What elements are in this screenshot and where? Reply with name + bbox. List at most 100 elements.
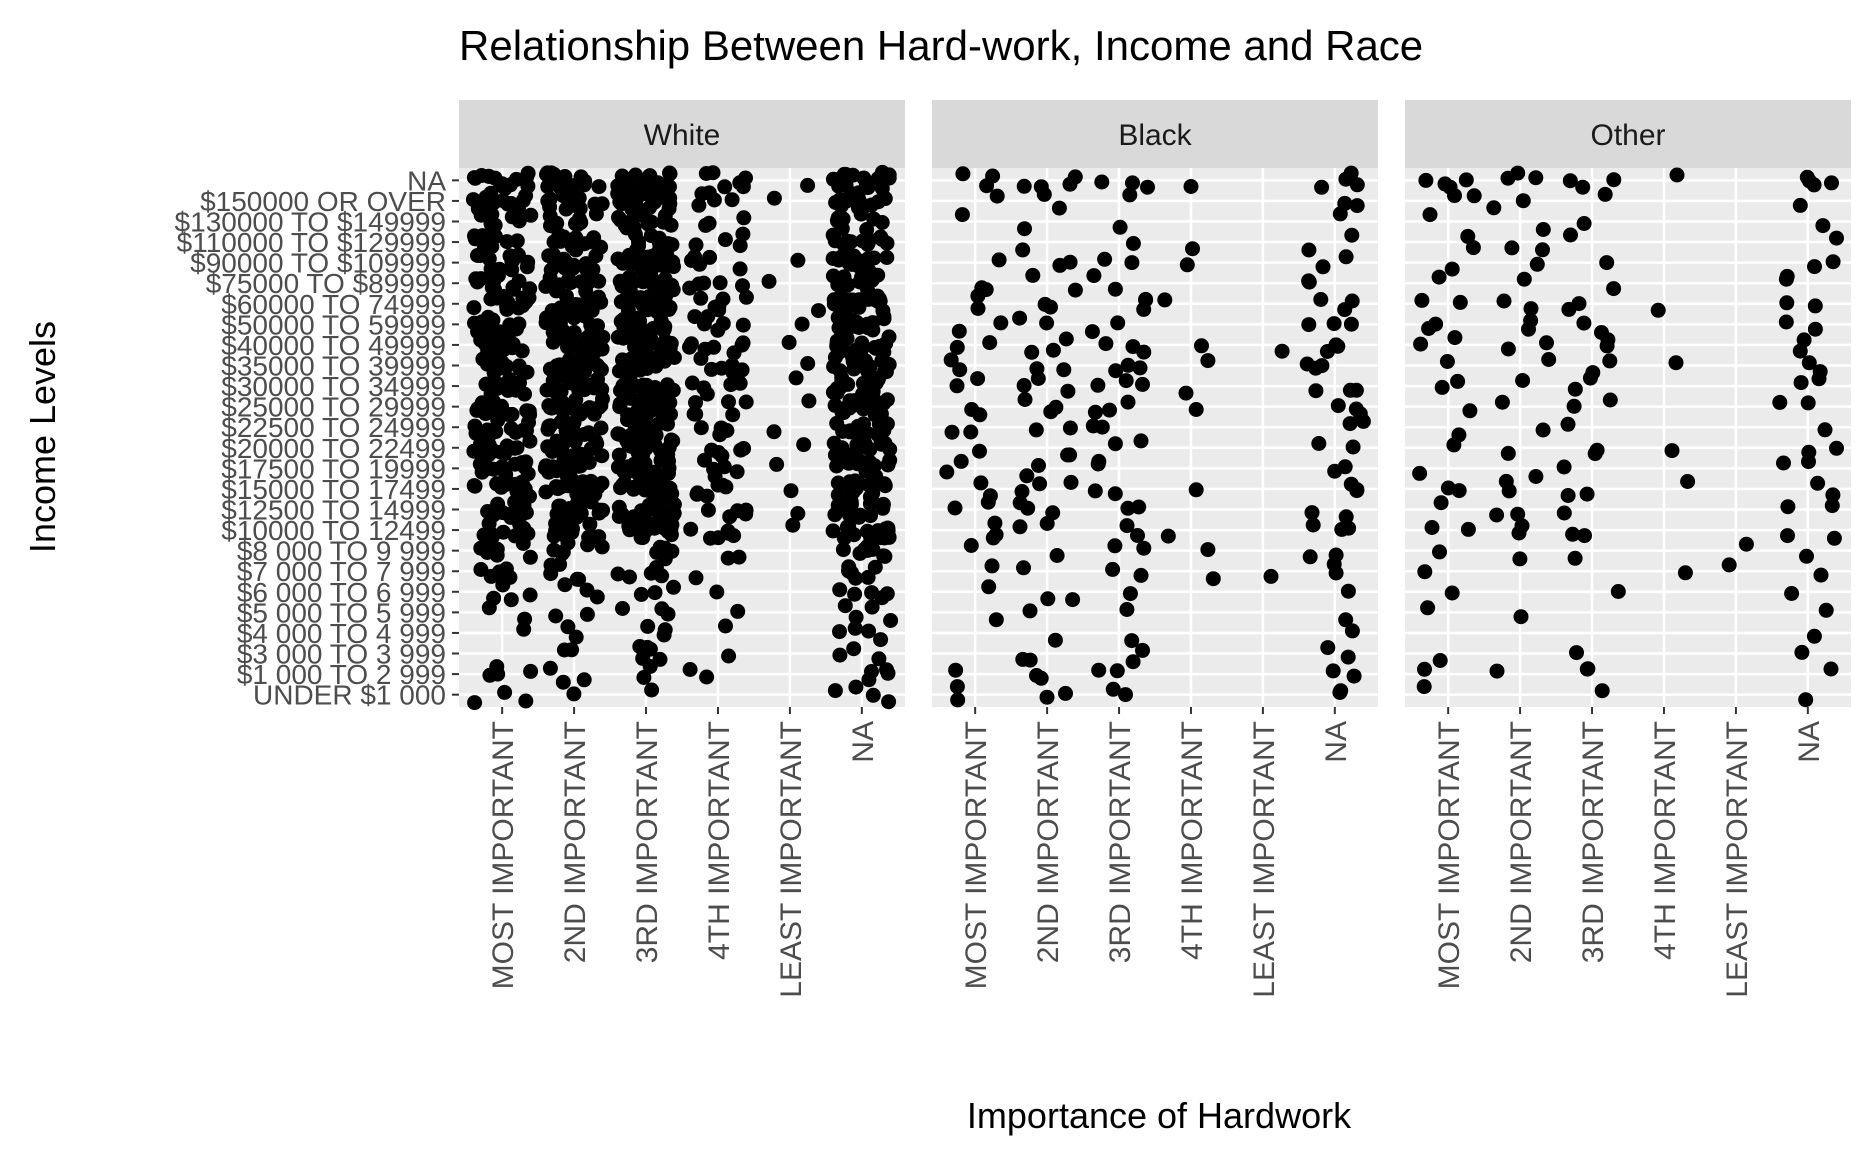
- data-point: [1417, 564, 1433, 580]
- data-point: [723, 377, 739, 393]
- data-point: [1305, 517, 1321, 533]
- data-point: [594, 475, 610, 491]
- data-point: [865, 541, 881, 557]
- data-point: [612, 426, 628, 442]
- data-point: [553, 498, 568, 514]
- data-point: [1677, 565, 1693, 581]
- data-point: [1337, 195, 1353, 211]
- data-point: [1157, 292, 1173, 308]
- data-point: [562, 417, 578, 433]
- data-point: [1563, 227, 1578, 243]
- data-point: [1576, 216, 1592, 231]
- data-point: [785, 517, 801, 533]
- data-point: [633, 261, 649, 277]
- data-point: [1136, 540, 1152, 556]
- data-point: [839, 233, 855, 249]
- data-point: [864, 197, 880, 213]
- data-point: [1314, 179, 1330, 195]
- data-point: [593, 381, 609, 397]
- data-point: [1779, 295, 1795, 311]
- data-point: [622, 522, 638, 538]
- data-point: [963, 424, 979, 440]
- data-point: [1815, 218, 1831, 234]
- data-point: [1062, 254, 1078, 270]
- data-point: [707, 299, 723, 315]
- data-point: [1567, 550, 1583, 566]
- data-point: [1016, 178, 1032, 194]
- data-point: [830, 277, 846, 293]
- data-point: [688, 237, 704, 253]
- data-point: [1135, 376, 1150, 392]
- data-point: [1575, 179, 1591, 195]
- data-point: [1125, 339, 1141, 355]
- data-point: [833, 198, 849, 214]
- data-point: [1091, 662, 1107, 678]
- data-point: [1120, 394, 1136, 410]
- data-point: [724, 192, 740, 208]
- data-point: [949, 378, 965, 394]
- data-point: [993, 315, 1009, 331]
- data-point: [874, 590, 890, 606]
- data-point: [850, 341, 866, 357]
- data-point: [1340, 649, 1356, 665]
- data-point: [1664, 443, 1680, 459]
- data-point: [868, 468, 884, 484]
- data-point: [730, 603, 746, 619]
- data-point: [1801, 444, 1817, 460]
- data-point: [662, 381, 678, 397]
- data-point: [761, 273, 777, 289]
- data-point: [1107, 538, 1123, 554]
- data-point: [1512, 551, 1528, 567]
- data-point: [1515, 373, 1531, 388]
- data-point: [841, 255, 857, 271]
- y-tick-label-90000-to-109999: $90000 TO $109999: [190, 248, 446, 279]
- data-point: [589, 342, 604, 358]
- data-point: [503, 421, 519, 436]
- data-point: [1047, 632, 1063, 648]
- data-point: [1060, 447, 1076, 463]
- data-point: [512, 375, 527, 391]
- data-point: [705, 165, 721, 181]
- data-point: [496, 341, 512, 357]
- data-point: [1486, 200, 1502, 216]
- data-point: [1274, 343, 1290, 359]
- data-point: [735, 179, 751, 195]
- data-point: [568, 216, 583, 232]
- data-point: [581, 425, 597, 441]
- data-point: [841, 519, 857, 534]
- data-point: [694, 186, 710, 202]
- data-point: [554, 439, 570, 455]
- data-point: [985, 168, 1001, 184]
- data-point: [648, 356, 664, 372]
- data-point: [846, 641, 862, 657]
- data-point: [712, 275, 728, 291]
- data-point: [1131, 499, 1147, 515]
- data-point: [867, 340, 883, 355]
- data-point: [1560, 416, 1576, 432]
- data-point: [1589, 442, 1605, 458]
- data-point: [1090, 456, 1106, 472]
- data-point: [794, 316, 810, 332]
- data-point: [523, 207, 539, 223]
- data-point: [579, 606, 595, 622]
- data-point: [554, 546, 570, 561]
- data-point: [1824, 175, 1839, 191]
- data-point: [838, 166, 854, 182]
- data-point: [1418, 172, 1434, 188]
- data-point: [565, 179, 581, 195]
- data-point: [706, 461, 722, 477]
- data-point: [879, 662, 894, 678]
- data-point: [556, 642, 572, 658]
- data-point: [545, 373, 561, 389]
- data-point: [620, 298, 636, 313]
- data-point: [656, 214, 671, 230]
- data-point: [1037, 296, 1053, 312]
- data-point: [717, 179, 733, 195]
- data-point: [562, 352, 577, 368]
- data-point: [1020, 500, 1036, 516]
- data-point: [1510, 165, 1526, 181]
- data-point: [1801, 355, 1817, 371]
- data-point: [509, 233, 525, 249]
- data-point: [1460, 521, 1476, 537]
- data-point: [698, 217, 714, 233]
